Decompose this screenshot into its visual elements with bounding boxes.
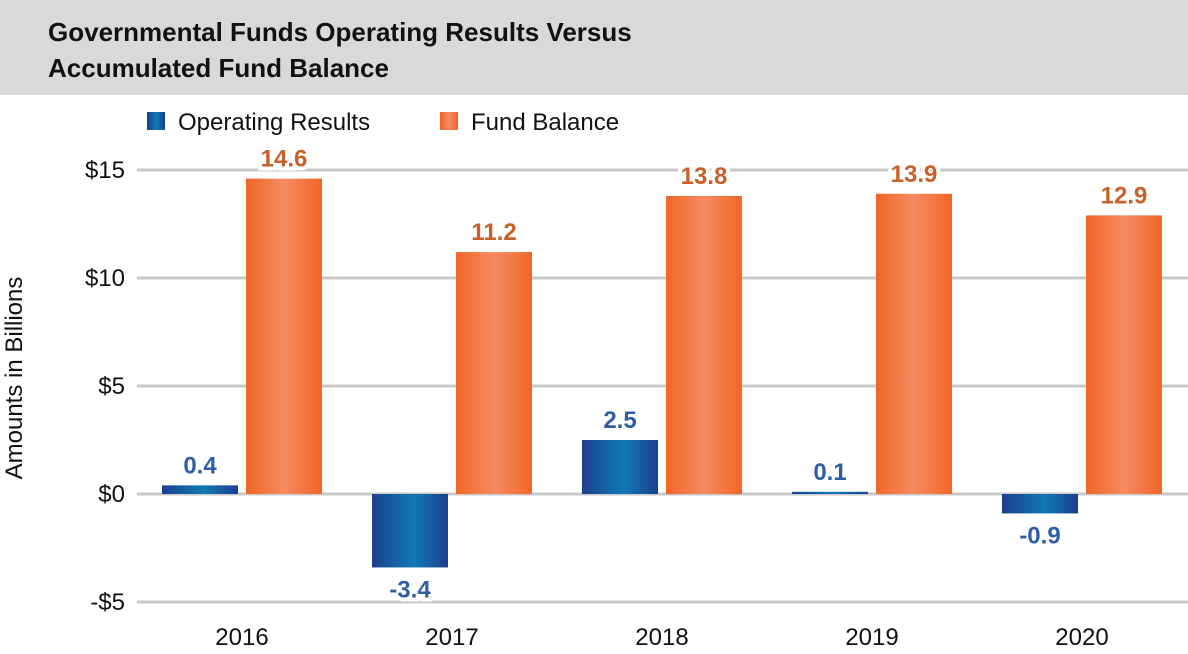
- data-label: 12.9: [1101, 182, 1148, 209]
- data-label: -3.4: [389, 576, 431, 603]
- chart-title-line-2: Accumulated Fund Balance: [48, 53, 389, 83]
- legend-swatch-icon: [147, 112, 165, 130]
- legend-label: Operating Results: [178, 109, 370, 136]
- x-tick-label: 2020: [1055, 624, 1108, 651]
- chart-title-line-1: Governmental Funds Operating Results Ver…: [48, 17, 632, 47]
- title-bar: Governmental Funds Operating Results Ver…: [0, 0, 1188, 95]
- data-label: 0.1: [813, 459, 846, 486]
- bar-operating-results: [162, 485, 238, 494]
- x-tick-label: 2017: [425, 624, 478, 651]
- data-label: 0.4: [183, 452, 217, 479]
- bar-fund-balance: [876, 193, 952, 494]
- data-label: 14.6: [261, 146, 308, 173]
- data-label: 2.5: [603, 407, 636, 434]
- bar-operating-results: [1002, 494, 1078, 514]
- legend-label: Fund Balance: [471, 109, 619, 136]
- legend-swatch-icon: [440, 112, 458, 130]
- chart-title: Governmental Funds Operating Results Ver…: [48, 14, 632, 86]
- bar-fund-balance: [1086, 215, 1162, 495]
- x-tick-label: 2018: [635, 624, 688, 651]
- y-tick-label: -$5: [90, 589, 125, 616]
- bar-fund-balance: [456, 252, 532, 494]
- data-label: -0.9: [1019, 522, 1060, 549]
- data-label: 13.9: [891, 161, 938, 188]
- bar-fund-balance: [246, 178, 322, 494]
- y-tick-label: $0: [98, 481, 125, 508]
- bar-operating-results: [582, 440, 658, 494]
- bar-fund-balance: [666, 195, 742, 495]
- x-tick-label: 2016: [215, 624, 268, 651]
- y-tick-label: $5: [98, 373, 125, 400]
- y-tick-label: $15: [85, 157, 125, 184]
- y-tick-label: $10: [85, 265, 125, 292]
- bar-operating-results: [792, 491, 868, 494]
- bar-operating-results: [372, 494, 448, 568]
- y-axis-label: Amounts in Billions: [1, 277, 28, 480]
- data-label: 11.2: [471, 219, 516, 246]
- x-tick-label: 2019: [845, 624, 898, 651]
- data-label: 13.8: [681, 163, 728, 190]
